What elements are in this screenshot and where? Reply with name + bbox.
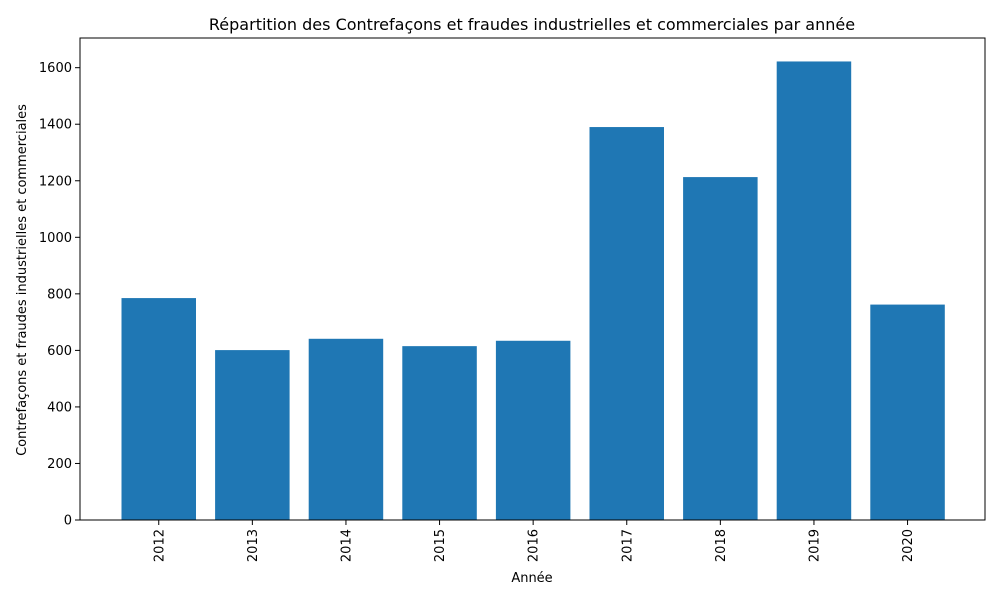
x-tick-label: 2016 [527,529,542,562]
x-axis-label: Année [511,571,552,586]
y-tick-label: 1400 [39,118,72,133]
x-tick-label: 2020 [901,529,916,562]
bar-2016 [495,340,571,520]
x-tick-label: 2014 [339,529,354,562]
x-tick-label: 2019 [807,529,822,562]
y-tick-label: 600 [47,344,72,359]
bar-2013 [215,350,290,520]
y-tick-label: 200 [47,457,72,472]
bar-2014 [308,338,384,520]
y-tick-label: 1000 [39,231,72,246]
bar-2018 [683,177,758,520]
y-tick-label: 1200 [39,174,72,189]
y-tick-label: 1600 [39,61,72,76]
y-tick-label: 0 [64,514,72,529]
y-axis-ticks: 0 200 400 600 800 1000 1200 1400 1600 [39,61,80,529]
plot-frame [79,37,986,521]
x-tick-label: 2018 [714,529,729,562]
x-tick-label: 2015 [433,529,448,562]
y-tick-label: 800 [47,287,72,302]
chart-title: Répartition des Contrefaçons et fraudes … [209,15,855,34]
bars [121,61,945,520]
x-tick-label: 2013 [246,529,261,562]
bar-2012 [121,298,196,520]
bar-2019 [776,61,852,520]
x-axis-ticks: 2012 2013 2014 2015 2016 2017 2018 2019 2020 [152,520,916,562]
y-tick-label: 400 [47,400,72,415]
bar-2020 [870,304,945,520]
bar-2017 [589,127,664,520]
bar-2015 [402,346,477,520]
x-tick-label: 2012 [152,529,167,562]
y-axis-label: Contrefaçons et fraudes industrielles et… [15,104,30,456]
x-tick-label: 2017 [620,529,635,562]
